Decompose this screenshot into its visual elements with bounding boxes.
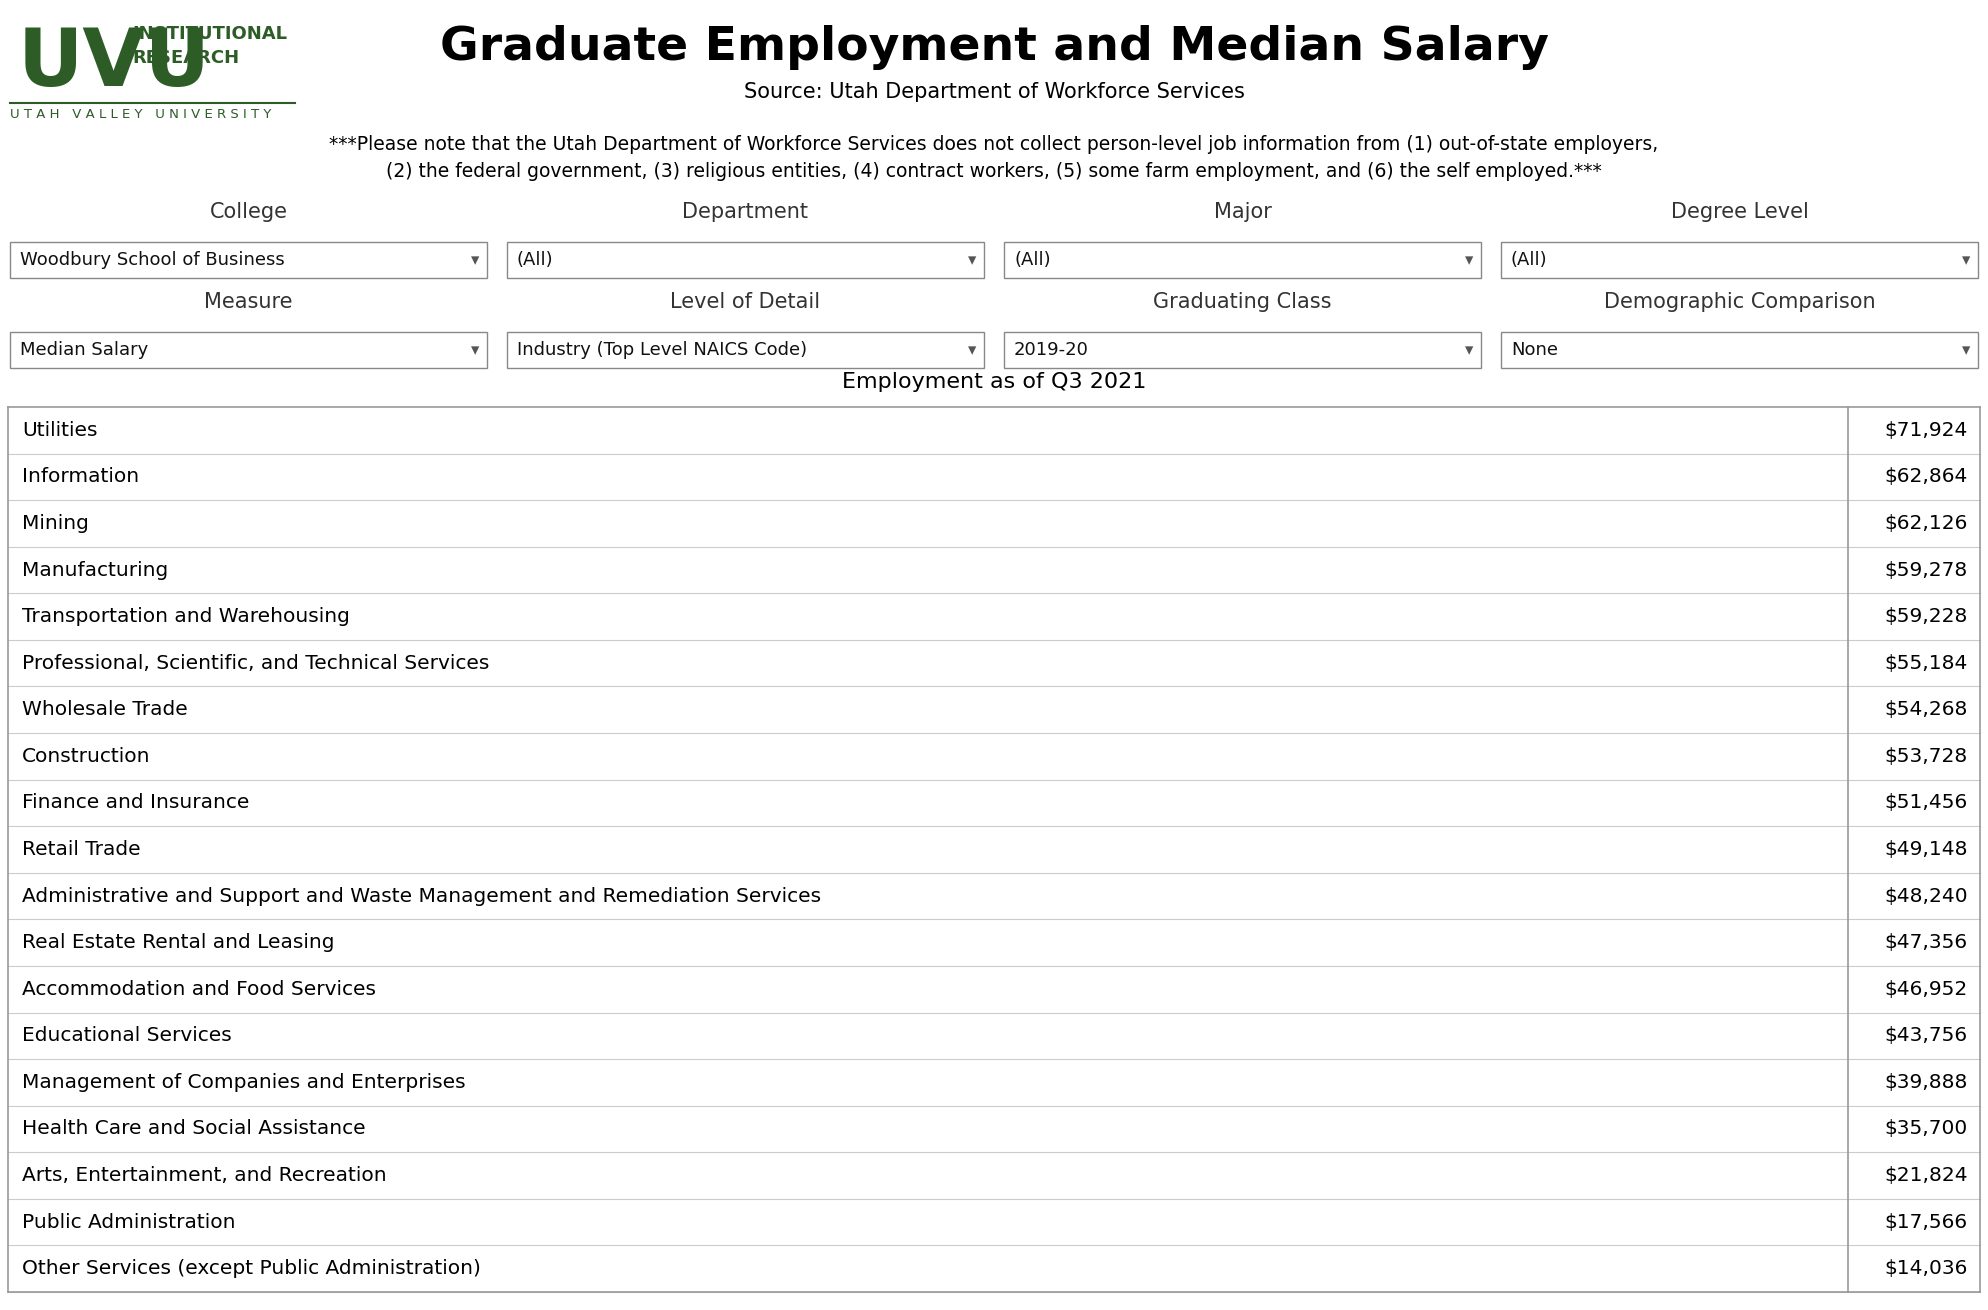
Text: $55,184: $55,184 <box>1885 654 1968 672</box>
Text: Retail Trade: Retail Trade <box>22 840 141 859</box>
Text: $17,566: $17,566 <box>1885 1213 1968 1231</box>
Text: INSTITUTIONAL
RESEARCH: INSTITUTIONAL RESEARCH <box>131 25 286 67</box>
Text: Department: Department <box>682 202 809 221</box>
Text: Public Administration: Public Administration <box>22 1213 235 1231</box>
Text: 2019-20: 2019-20 <box>1014 341 1089 359</box>
Text: $21,824: $21,824 <box>1885 1166 1968 1186</box>
Text: (All): (All) <box>517 252 553 269</box>
Text: ▾: ▾ <box>1465 252 1473 269</box>
Text: Utilities: Utilities <box>22 421 97 440</box>
Text: $48,240: $48,240 <box>1885 887 1968 905</box>
Text: $59,228: $59,228 <box>1885 607 1968 626</box>
Text: Wholesale Trade: Wholesale Trade <box>22 701 187 719</box>
Text: Transportation and Warehousing: Transportation and Warehousing <box>22 607 350 626</box>
Text: Information: Information <box>22 468 139 486</box>
Text: (All): (All) <box>1014 252 1050 269</box>
Text: Finance and Insurance: Finance and Insurance <box>22 794 248 812</box>
Text: Graduate Employment and Median Salary: Graduate Employment and Median Salary <box>439 25 1549 69</box>
Bar <box>507 331 984 368</box>
Bar <box>1501 242 1978 278</box>
Text: Source: Utah Department of Workforce Services: Source: Utah Department of Workforce Ser… <box>744 83 1244 102</box>
Text: ▾: ▾ <box>968 252 976 269</box>
Text: $62,864: $62,864 <box>1885 468 1968 486</box>
Text: $51,456: $51,456 <box>1885 794 1968 812</box>
Text: Accommodation and Food Services: Accommodation and Food Services <box>22 980 376 998</box>
Text: ▾: ▾ <box>471 341 479 359</box>
Text: Professional, Scientific, and Technical Services: Professional, Scientific, and Technical … <box>22 654 489 672</box>
Text: $59,278: $59,278 <box>1885 561 1968 579</box>
Bar <box>1004 331 1481 368</box>
Text: Other Services (except Public Administration): Other Services (except Public Administra… <box>22 1259 481 1279</box>
Text: Educational Services: Educational Services <box>22 1026 233 1045</box>
Bar <box>507 242 984 278</box>
Text: Construction: Construction <box>22 747 151 766</box>
Text: Manufacturing: Manufacturing <box>22 561 169 579</box>
Text: Median Salary: Median Salary <box>20 341 149 359</box>
Text: U T A H   V A L L E Y   U N I V E R S I T Y: U T A H V A L L E Y U N I V E R S I T Y <box>10 107 272 121</box>
Text: Real Estate Rental and Leasing: Real Estate Rental and Leasing <box>22 933 334 952</box>
Text: UVU: UVU <box>18 25 211 103</box>
Text: Measure: Measure <box>205 292 292 312</box>
Bar <box>1501 331 1978 368</box>
Text: ▾: ▾ <box>1962 341 1970 359</box>
Text: $39,888: $39,888 <box>1885 1073 1968 1093</box>
Text: Employment as of Q3 2021: Employment as of Q3 2021 <box>841 372 1147 392</box>
Text: $35,700: $35,700 <box>1885 1120 1968 1138</box>
Bar <box>1004 242 1481 278</box>
Text: Industry (Top Level NAICS Code): Industry (Top Level NAICS Code) <box>517 341 807 359</box>
Bar <box>10 331 487 368</box>
Text: (All): (All) <box>1511 252 1547 269</box>
Text: Major: Major <box>1213 202 1272 221</box>
Text: $49,148: $49,148 <box>1885 840 1968 859</box>
Text: None: None <box>1511 341 1559 359</box>
Text: Woodbury School of Business: Woodbury School of Business <box>20 252 284 269</box>
Text: ▾: ▾ <box>968 341 976 359</box>
Text: Administrative and Support and Waste Management and Remediation Services: Administrative and Support and Waste Man… <box>22 887 821 905</box>
Text: ▾: ▾ <box>1465 341 1473 359</box>
Text: $14,036: $14,036 <box>1885 1259 1968 1279</box>
Text: $71,924: $71,924 <box>1885 421 1968 440</box>
Text: ▾: ▾ <box>1962 252 1970 269</box>
Text: ▾: ▾ <box>471 252 479 269</box>
Text: Management of Companies and Enterprises: Management of Companies and Enterprises <box>22 1073 465 1093</box>
Text: College: College <box>209 202 288 221</box>
Text: $47,356: $47,356 <box>1885 933 1968 952</box>
Text: $62,126: $62,126 <box>1885 514 1968 533</box>
Text: Health Care and Social Assistance: Health Care and Social Assistance <box>22 1120 366 1138</box>
Text: Demographic Comparison: Demographic Comparison <box>1604 292 1875 312</box>
Text: $54,268: $54,268 <box>1885 701 1968 719</box>
Text: Mining: Mining <box>22 514 89 533</box>
Text: ***Please note that the Utah Department of Workforce Services does not collect p: ***Please note that the Utah Department … <box>330 135 1658 155</box>
Text: $43,756: $43,756 <box>1885 1026 1968 1045</box>
Text: Arts, Entertainment, and Recreation: Arts, Entertainment, and Recreation <box>22 1166 386 1186</box>
Bar <box>10 242 487 278</box>
Text: $46,952: $46,952 <box>1885 980 1968 998</box>
Text: $53,728: $53,728 <box>1885 747 1968 766</box>
Text: Level of Detail: Level of Detail <box>670 292 821 312</box>
Text: Graduating Class: Graduating Class <box>1153 292 1332 312</box>
Text: (2) the federal government, (3) religious entities, (4) contract workers, (5) so: (2) the federal government, (3) religiou… <box>386 162 1602 181</box>
Text: Degree Level: Degree Level <box>1670 202 1809 221</box>
